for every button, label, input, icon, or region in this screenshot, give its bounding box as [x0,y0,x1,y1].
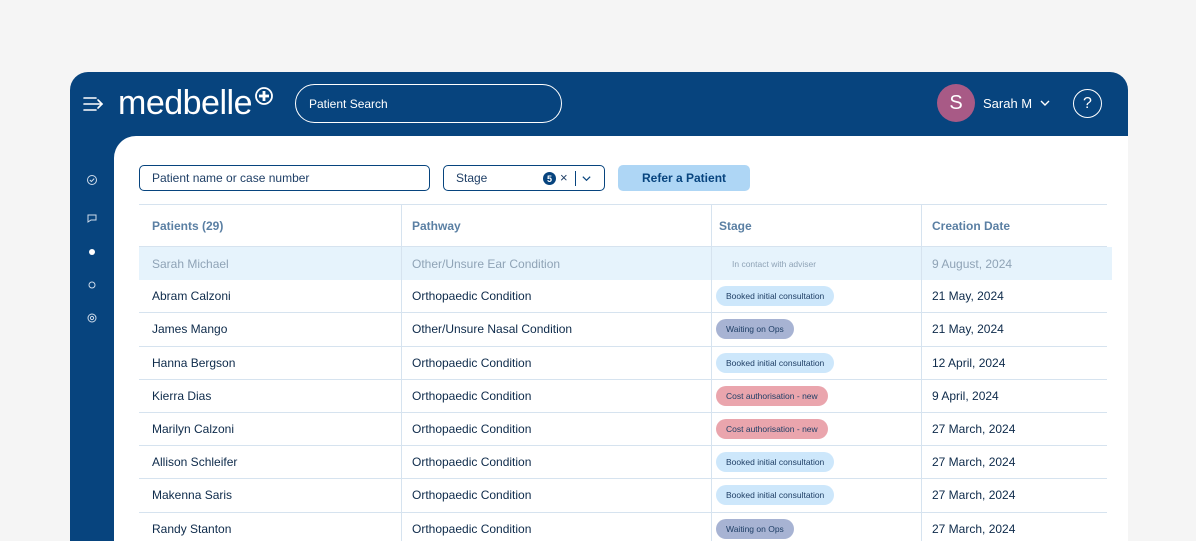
stage-filter-select[interactable]: Stage 5 × [443,165,605,191]
patient-name[interactable]: Makenna Saris [152,488,233,503]
creation-date: 21 May, 2024 [921,280,1107,313]
stage-cell: Waiting on Ops [711,313,921,346]
patient-name-filter-input[interactable]: Patient name or case number [139,165,430,191]
patient-search-input[interactable]: Patient Search [295,84,562,123]
table-body: Sarah Michael Other/Unsure Ear Condition I… [139,247,1112,541]
patient-name-placeholder: Patient name or case number [152,171,310,185]
column-header-pathway[interactable]: Pathway [401,205,711,246]
creation-date: 27 March, 2024 [921,479,1107,512]
user-menu[interactable]: S Sarah M [937,84,1051,122]
dot-icon[interactable] [86,246,98,258]
search-icon[interactable] [86,279,98,291]
chevron-down-icon [1040,100,1050,106]
stage-badge: Booked initial consultation [716,286,835,307]
patient-name[interactable]: Hanna Bergson [152,355,236,370]
stage-badge: Booked initial consultation [716,485,835,506]
column-header-stage[interactable]: Stage [711,205,921,246]
table-row[interactable]: Abram Calzoni Orthopaedic Condition Booked… [139,280,1107,314]
stage-cell: Waiting on Ops [711,512,921,541]
stage-badge: Cost authorisation - new [716,385,828,406]
creation-date: 12 April, 2024 [921,346,1107,379]
table-row[interactable]: James Mango Other/Unsure Nasal Condition W… [139,313,1107,347]
creation-date: 21 May, 2024 [921,313,1107,346]
stage-badge: In contact with adviser [732,258,817,269]
refer-patient-button[interactable]: Refer a Patient [618,165,750,191]
menu-collapse-icon[interactable] [82,92,106,116]
column-header-patients[interactable]: Patients (29) [152,218,224,233]
patient-name[interactable]: Abram Calzoni [152,289,231,304]
pathway: Orthopaedic Condition [401,479,711,512]
help-button[interactable]: ? [1073,89,1102,118]
stage-badge: Waiting on Ops [716,518,794,539]
table-row[interactable]: Hanna Bergson Orthopaedic Condition Booked… [139,346,1107,380]
stage-badge: Waiting on Ops [716,319,794,340]
chevron-down-icon[interactable] [581,173,592,184]
stage-cell: Cost authorisation - new [711,379,921,412]
creation-date: 27 March, 2024 [921,412,1107,446]
stage-divider [575,171,576,186]
stage-cell: Booked initial consultation [711,346,921,379]
logo-mark-icon [255,87,273,105]
avatar: S [937,84,975,122]
pathway: Orthopaedic Condition [401,280,711,313]
table-row[interactable]: Sarah Michael Other/Unsure Ear Condition I… [139,247,1112,281]
help-icon: ? [1083,94,1092,112]
stage-badge: Cost authorisation - new [716,419,828,440]
stage-count-badge: 5 [543,172,556,185]
settings-icon[interactable] [86,312,98,324]
patient-name[interactable]: James Mango [152,322,228,337]
stage-cell: Cost authorisation - new [711,412,921,446]
creation-date: 27 March, 2024 [921,512,1107,541]
user-name: Sarah M [983,95,1033,111]
pathway: Orthopaedic Condition [401,346,711,379]
main-content: Patient name or case number Stage 5 × Re… [114,136,1128,541]
logo-text: medbelle [118,83,252,122]
sidebar [70,136,114,541]
patient-search-label: Patient Search [309,96,388,111]
top-bar: medbelle Patient Search S Sarah M ? [70,72,1128,136]
creation-date: 9 August, 2024 [921,247,1107,281]
clear-stage-icon[interactable]: × [560,170,568,185]
pathway: Orthopaedic Condition [401,412,711,446]
creation-date: 9 April, 2024 [921,379,1107,412]
patient-name[interactable]: Kierra Dias [152,388,212,403]
stage-badge: Booked initial consultation [716,452,835,473]
pathway: Other/Unsure Nasal Condition [401,313,711,346]
patients-table: Patients (29) Pathway Stage Creation Dat… [139,204,1112,541]
table-row[interactable]: Makenna Saris Orthopaedic Condition Booked… [139,479,1107,513]
table-row[interactable]: Allison Schleifer Orthopaedic Condition Bo… [139,446,1107,480]
patient-name[interactable]: Sarah Michael [152,256,229,271]
table-row[interactable]: Kierra Dias Orthopaedic Condition Cost aut… [139,379,1107,413]
patient-name[interactable]: Randy Stanton [152,521,232,536]
stage-filter-label: Stage [456,171,488,185]
check-circle-icon[interactable] [86,174,98,186]
app-window: medbelle Patient Search S Sarah M ? [70,72,1128,541]
table-row[interactable]: Randy Stanton Orthopaedic Condition Waitin… [139,512,1107,541]
medbelle-logo[interactable]: medbelle [118,83,274,123]
stage-cell: Booked initial consultation [711,479,921,512]
pathway: Orthopaedic Condition [401,512,711,541]
stage-cell: Booked initial consultation [711,446,921,479]
patient-name[interactable]: Marilyn Calzoni [152,422,235,437]
stage-badge: Booked initial consultation [716,352,835,373]
table-header-row: Patients (29) Pathway Stage Creation Dat… [139,204,1107,247]
stage-cell: Booked initial consultation [711,280,921,313]
creation-date: 27 March, 2024 [921,446,1107,479]
column-header-creation-date[interactable]: Creation Date [921,205,1107,246]
table-row[interactable]: Marilyn Calzoni Orthopaedic Condition Cost… [139,412,1107,447]
stage-cell: In contact with adviser [711,247,921,281]
patient-name[interactable]: Allison Schleifer [152,455,238,470]
pathway: Orthopaedic Condition [401,379,711,412]
pathway: Other/Unsure Ear Condition [401,247,711,281]
chat-icon[interactable] [86,212,98,224]
pathway: Orthopaedic Condition [401,446,711,479]
